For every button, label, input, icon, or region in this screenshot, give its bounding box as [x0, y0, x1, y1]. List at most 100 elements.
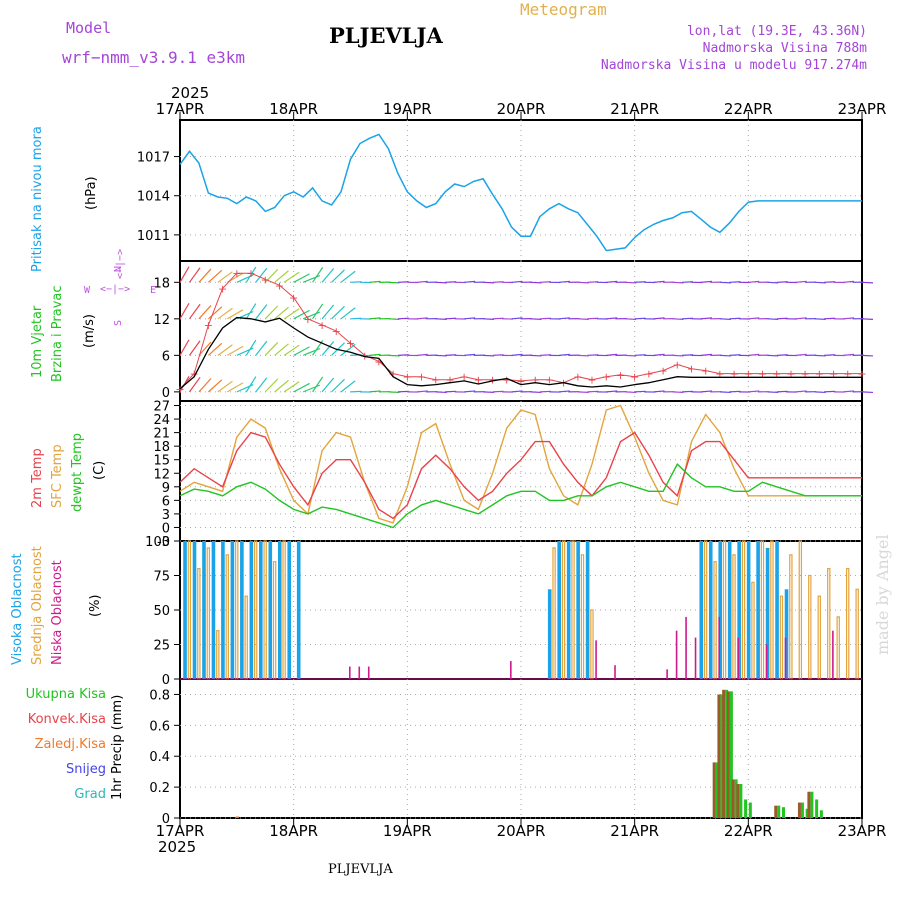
wind-arrow [293, 382, 310, 393]
y-tick-label: 15 [153, 454, 170, 469]
wind-arrow [464, 317, 476, 320]
y-tick-label: 12 [153, 313, 170, 328]
y-tick-label: 0.8 [149, 688, 170, 703]
wind-arrow [719, 281, 731, 284]
wind-arrow [539, 390, 551, 393]
wind-arrow [293, 346, 310, 356]
cloud-low-bar [349, 666, 351, 679]
y-tick-label: 6 [162, 349, 170, 364]
model-label: Model [66, 19, 112, 37]
cloud-high-bar [221, 541, 225, 679]
y-tick-label: 50 [153, 604, 170, 619]
cloud-high-bar [268, 541, 273, 679]
wind-arrow [179, 339, 190, 356]
wind-arrow [283, 381, 300, 393]
wind-arrow [748, 353, 760, 356]
wind-arrow [492, 354, 504, 356]
wind-arrow [264, 378, 279, 393]
cloud-high-bar [277, 541, 282, 679]
wind-arrow [388, 318, 400, 321]
wind-arrow [245, 339, 257, 356]
date-label-top: 19APR [383, 100, 432, 118]
wind-arrow [435, 391, 447, 394]
date-label-bottom: 20APR [497, 822, 546, 840]
cloud-high-bar [557, 541, 561, 679]
wind-arrow [198, 341, 212, 356]
wind-arrow [558, 390, 570, 393]
gust-marker: + [772, 368, 781, 381]
wind-arrow [217, 380, 233, 393]
cloud-low-bar [718, 616, 721, 679]
y-tick-label: 18 [153, 440, 170, 455]
rain-total-bar [720, 694, 724, 818]
cloud-mid-bar [751, 581, 755, 680]
cloud-mid-bar [197, 567, 201, 680]
wind-arrow [312, 303, 324, 320]
wind-arrow [350, 281, 362, 283]
cloud-low-bar [675, 630, 678, 679]
rain-total-bar [781, 807, 785, 818]
cloud-high-bar [287, 541, 292, 679]
cloud-mid-bar [713, 561, 717, 680]
wind-arrow [198, 378, 212, 393]
gust-marker: + [616, 369, 625, 382]
rain-total-bar [777, 805, 781, 818]
wind-arrow [729, 390, 741, 393]
rain-conv-bar [717, 694, 721, 818]
cloud-high-bar [547, 589, 552, 679]
year-bottom: 2025 [158, 838, 197, 856]
rain-conv-bar [797, 802, 801, 818]
wind-arrow [255, 267, 268, 283]
cloud-mid-bar [561, 540, 566, 680]
wind-speed-line [179, 316, 862, 390]
wind-arrow [795, 353, 807, 356]
wind-arrow [445, 317, 457, 320]
cloud-high-bar [183, 541, 187, 679]
wind-arrow [227, 345, 244, 356]
rain-conv-bar [774, 805, 778, 818]
date-label-top: 22APR [724, 100, 773, 118]
wind-arrow [700, 317, 712, 320]
wind-arrow [397, 281, 409, 283]
wind-arrow [464, 353, 476, 356]
wind-arrow [227, 309, 244, 320]
wind-arrow [653, 353, 665, 356]
wind-arrow [179, 302, 190, 320]
cloud-low-bar [510, 661, 512, 679]
wind-arrow [245, 303, 257, 320]
wind-arrow [719, 391, 731, 394]
cloud-high-bar [585, 541, 590, 679]
wind-arrow [700, 353, 712, 356]
wind-arrow [464, 280, 476, 283]
sfc-temp-line [179, 404, 862, 524]
wind-arrow [681, 317, 694, 320]
wind-arrow [416, 390, 428, 393]
legend-rain-conv: Konvek.Kisa [27, 712, 106, 727]
wind-arrow [681, 281, 694, 283]
wind-arrow [369, 280, 381, 283]
rain-total-bar [815, 799, 819, 818]
wind-arrow [767, 354, 779, 357]
rain-conv-bar [726, 691, 730, 818]
wind-arrow [672, 281, 684, 284]
wind-arrow [217, 344, 233, 356]
gust-marker: + [744, 368, 753, 381]
wind-arrow [558, 317, 570, 320]
wind-arrow [814, 318, 826, 321]
cloud-high-bar [775, 541, 779, 679]
cloud-low-bar [832, 630, 834, 679]
wind-arrow [416, 353, 428, 356]
wind-arrow [388, 391, 400, 394]
rain-total-bar [715, 762, 719, 818]
y-tick-label: 0.4 [149, 750, 170, 765]
altitude-label: Nadmorska Visina 788m [702, 41, 867, 56]
date-label-top: 21APR [610, 100, 659, 118]
wind-arrow [587, 317, 599, 320]
model-altitude-label: Nadmorska Visina u modelu 917.274m [600, 58, 867, 73]
wind-arrow [776, 317, 788, 320]
cloud-high-bar [259, 541, 263, 679]
wind-arrow [255, 377, 268, 393]
wind-arrow [530, 318, 542, 321]
wind-arrow [435, 318, 447, 321]
wind-arrow [217, 307, 233, 320]
